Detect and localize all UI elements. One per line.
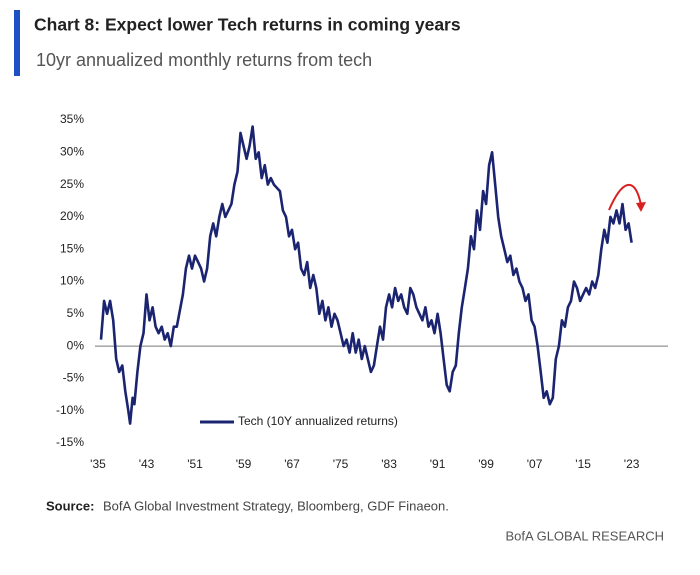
annotation-arrowhead (636, 202, 646, 212)
x-tick-label: '35 (90, 457, 106, 471)
x-tick-label: '23 (624, 457, 640, 471)
x-tick-label: '67 (284, 457, 300, 471)
x-tick-label: '99 (478, 457, 494, 471)
chart-title: Chart 8: Expect lower Tech returns in co… (34, 15, 461, 35)
x-tick-label: '75 (333, 457, 349, 471)
y-tick-label: -15% (56, 435, 84, 449)
source-label: Source: (46, 498, 94, 513)
x-tick-label: '83 (381, 457, 397, 471)
y-tick-label: 25% (60, 177, 84, 191)
legend-label: Tech (10Y annualized returns) (238, 414, 398, 428)
x-tick-label: '91 (430, 457, 446, 471)
y-tick-label: 15% (60, 241, 84, 255)
y-tick-label: 0% (67, 338, 85, 352)
chart-subtitle: 10yr annualized monthly returns from tec… (36, 50, 372, 70)
x-tick-label: '51 (187, 457, 203, 471)
y-tick-label: 30% (60, 144, 84, 158)
annotation-arrow (608, 183, 642, 211)
x-tick-label: '15 (575, 457, 591, 471)
footer: BofA GLOBAL RESEARCH (506, 528, 664, 543)
y-tick-label: -5% (63, 371, 85, 385)
y-tick-label: -10% (56, 403, 84, 417)
y-tick-label: 20% (60, 209, 84, 223)
x-tick-label: '59 (236, 457, 252, 471)
series-line (99, 125, 633, 425)
title-accent (14, 10, 20, 76)
y-tick-label: 35% (60, 112, 84, 126)
source-text: BofA Global Investment Strategy, Bloombe… (103, 498, 449, 513)
x-tick-label: '07 (527, 457, 543, 471)
y-tick-label: 10% (60, 274, 84, 288)
y-tick-label: 5% (67, 306, 85, 320)
x-tick-label: '43 (139, 457, 155, 471)
